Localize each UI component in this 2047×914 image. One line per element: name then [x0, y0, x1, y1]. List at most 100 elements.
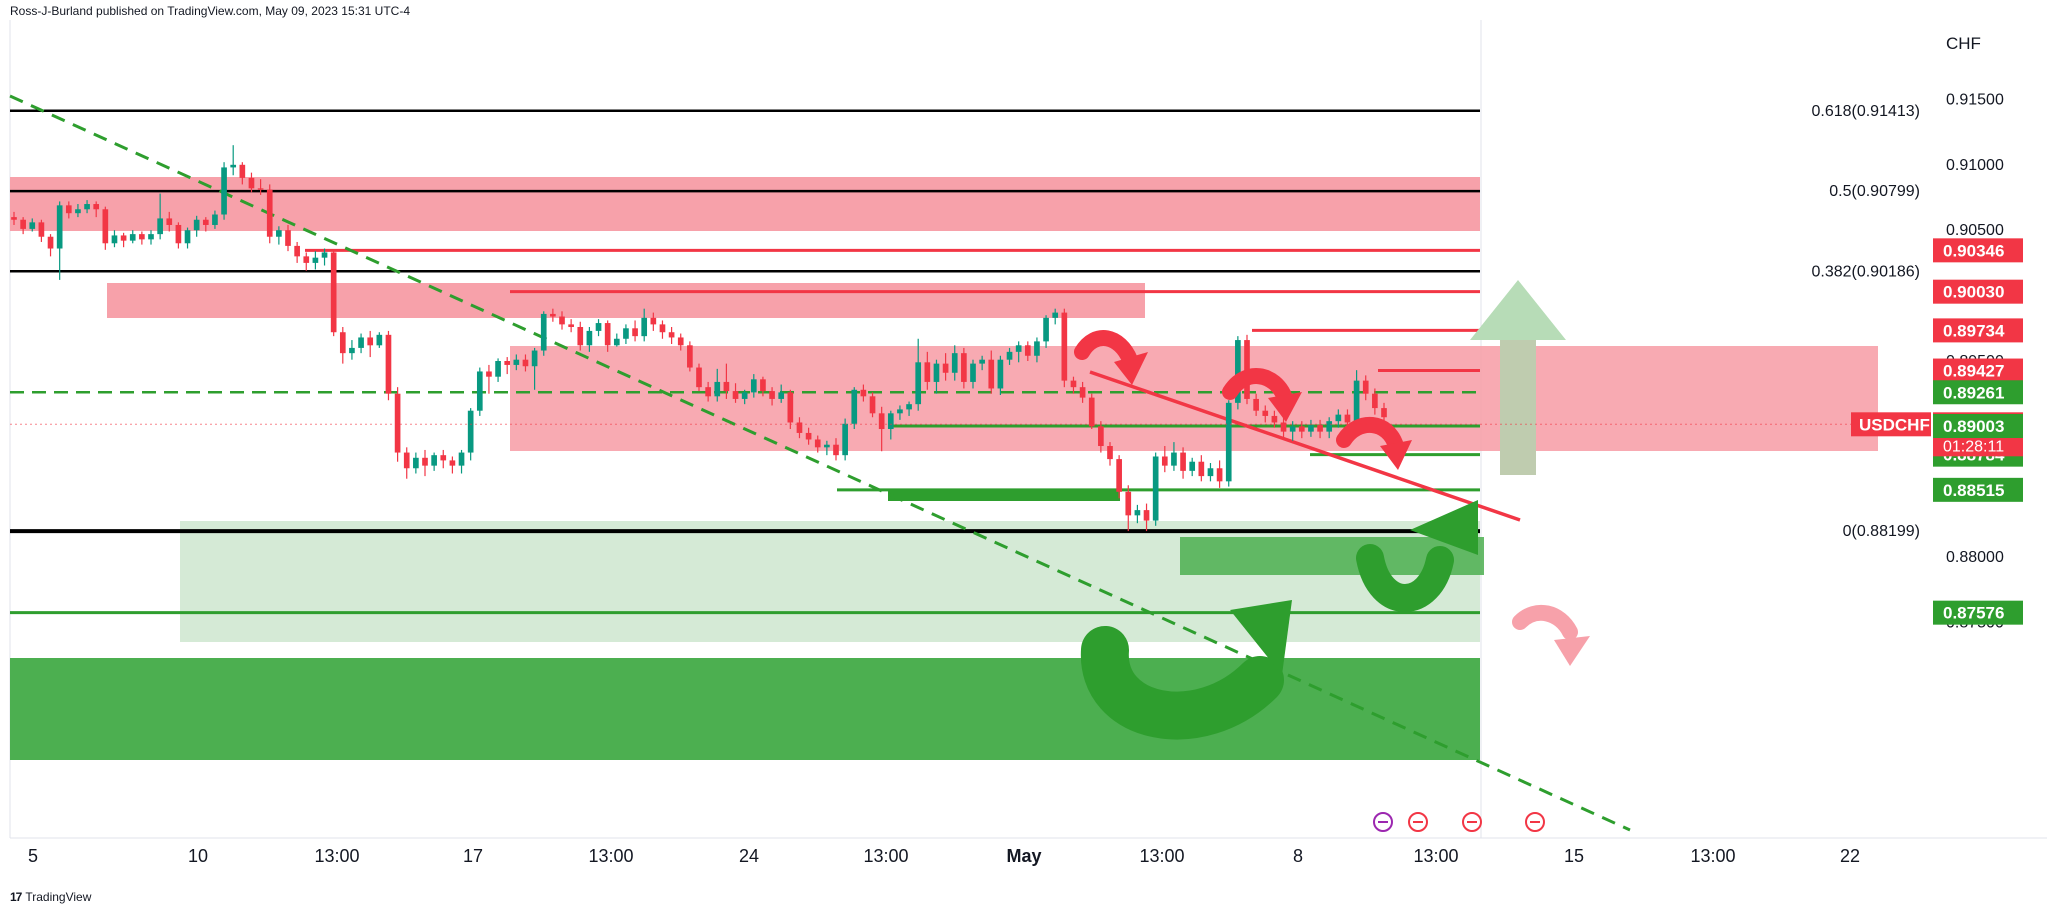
candle-body: [285, 230, 291, 246]
candle-body: [1335, 414, 1342, 422]
candle-body: [504, 361, 511, 365]
candle-body: [1271, 415, 1278, 423]
candle-body: [157, 218, 163, 235]
candle-body: [294, 245, 300, 257]
candle-body: [1043, 317, 1049, 342]
red-arrow-1: [1074, 330, 1138, 368]
resistance-price-tag-label: 0.89734: [1943, 321, 2005, 340]
resistance-price-tag-label: 0.90346: [1943, 241, 2004, 260]
support-price-tag: [1933, 477, 2023, 502]
candle-body: [422, 457, 428, 466]
x-tick-label: 24: [739, 846, 759, 866]
candle-body: [796, 422, 803, 433]
candle-body: [1372, 393, 1378, 409]
candle-body: [769, 391, 775, 399]
candle-body: [11, 217, 17, 220]
candle-body: [166, 218, 173, 225]
candle-body: [650, 317, 657, 325]
resistance-price-tag-label: 0.90030: [1943, 283, 2004, 302]
red-arrow-light-head: [1554, 636, 1590, 666]
candle-body: [1216, 468, 1223, 482]
x-tick-label: 10: [188, 846, 208, 866]
resistance-price-tag: [1933, 279, 2023, 304]
symbol-tag-label: USDCHF: [1859, 415, 1930, 434]
candle-body: [595, 323, 602, 331]
symbol-tag: [1851, 412, 1931, 437]
candle-body: [276, 230, 282, 237]
candle-body: [970, 363, 976, 382]
candle-body: [1207, 468, 1214, 477]
candle-body: [924, 362, 931, 382]
candle-body: [248, 177, 255, 189]
candle-body: [312, 257, 319, 263]
candle-body: [413, 457, 419, 469]
fib-label-bg: [1799, 261, 1920, 282]
candle-body: [1362, 380, 1369, 394]
candle-body: [1161, 456, 1168, 466]
candle-body: [193, 219, 200, 231]
candle-body: [1317, 425, 1323, 432]
green-arrow-small-head: [1410, 500, 1478, 555]
candle-body: [851, 389, 858, 424]
x-tick-label: 17: [463, 846, 483, 866]
currency-label: CHF: [1946, 34, 1981, 53]
x-tick-label: May: [1006, 846, 1041, 866]
red-arrow-3-head: [1380, 440, 1412, 470]
candle-body: [577, 326, 584, 346]
candle-body: [56, 205, 63, 249]
candle-body: [778, 392, 785, 399]
candle-body: [111, 235, 118, 244]
candle-body: [29, 222, 36, 229]
supply-zone-range: [510, 346, 1878, 451]
fib-label: 0(0.88199): [1843, 523, 1920, 540]
y-tick-label: 0.88000: [1946, 549, 2004, 566]
resistance-price-tag: [1933, 318, 2023, 343]
candle-body: [860, 389, 867, 397]
candle-body: [1116, 459, 1122, 492]
candle-body: [303, 256, 310, 263]
up-arrow-shaft-tint: [1500, 340, 1536, 475]
candle-body: [1024, 345, 1031, 356]
candle-body: [1015, 345, 1022, 352]
candle-body: [230, 164, 237, 168]
candle-body: [257, 188, 264, 190]
candle-body: [842, 423, 848, 456]
red-arrow-2-head: [1268, 392, 1302, 422]
fib-label: 0.382(0.90186): [1811, 263, 1920, 280]
support-price-tag-label: 0.89003: [1943, 417, 2004, 436]
footer-brand[interactable]: 17 TradingView: [10, 890, 91, 904]
fib-label-bg: [1816, 181, 1920, 202]
candle-body: [349, 347, 355, 354]
candle-body: [20, 219, 26, 229]
candle-body: [139, 234, 145, 240]
candle-body: [321, 252, 328, 258]
candle-body: [367, 337, 374, 346]
candle-body: [1381, 408, 1387, 418]
candle-body: [1326, 421, 1333, 432]
x-tick-label: 13:00: [588, 846, 633, 866]
candle-body: [458, 452, 465, 466]
candle-body: [1070, 380, 1077, 388]
countdown-label: 01:28:11: [1943, 438, 2004, 455]
candle-body: [394, 393, 401, 453]
candle-body: [1134, 510, 1141, 516]
candle-body: [1262, 410, 1269, 416]
candle-body: [668, 332, 675, 338]
candle-body: [431, 455, 437, 466]
candle-body: [869, 396, 876, 414]
green-arrow-small: [1356, 544, 1454, 612]
candle-body: [897, 409, 903, 414]
candle-body: [604, 323, 611, 346]
candle-body: [1088, 397, 1095, 427]
candle-body: [933, 363, 940, 382]
candle-body: [979, 359, 985, 364]
candle-body: [732, 391, 739, 399]
candle-body: [339, 332, 346, 354]
candle-body: [120, 235, 127, 241]
support-price-tag: [1933, 600, 2023, 625]
candle-body: [221, 167, 227, 215]
x-tick-label: 13:00: [1413, 846, 1458, 866]
candle-body: [239, 164, 246, 178]
x-tick-label: 13:00: [1139, 846, 1184, 866]
